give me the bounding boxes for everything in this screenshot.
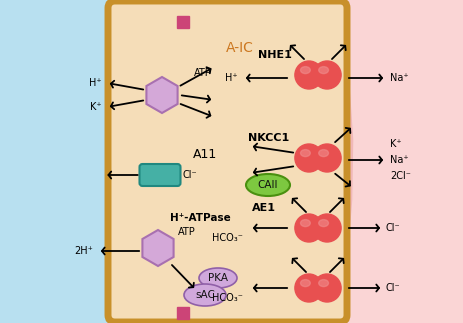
Bar — [177, 16, 189, 28]
FancyBboxPatch shape — [139, 164, 181, 186]
Text: K⁺: K⁺ — [90, 102, 102, 112]
Polygon shape — [320, 0, 463, 323]
Text: HCO₃⁻: HCO₃⁻ — [212, 293, 243, 303]
Text: ATP: ATP — [194, 68, 212, 78]
Text: H⁺: H⁺ — [225, 73, 238, 83]
FancyBboxPatch shape — [108, 1, 347, 322]
Circle shape — [313, 61, 341, 89]
Circle shape — [313, 144, 341, 172]
Text: HCO₃⁻: HCO₃⁻ — [212, 233, 243, 243]
Polygon shape — [143, 230, 174, 266]
Ellipse shape — [319, 150, 329, 157]
Text: ATP: ATP — [178, 227, 196, 237]
Ellipse shape — [246, 174, 290, 196]
Text: Cl⁻: Cl⁻ — [182, 170, 197, 180]
Polygon shape — [338, 0, 463, 323]
Ellipse shape — [319, 67, 329, 74]
Bar — [177, 307, 189, 319]
Ellipse shape — [184, 284, 226, 306]
Ellipse shape — [300, 67, 310, 74]
Text: sAC: sAC — [195, 290, 215, 300]
Text: NKCC1: NKCC1 — [248, 133, 289, 143]
Ellipse shape — [199, 268, 237, 288]
Ellipse shape — [319, 220, 329, 227]
Text: 2H⁺: 2H⁺ — [74, 246, 93, 256]
Text: K⁺: K⁺ — [390, 139, 401, 149]
Text: CAII: CAII — [258, 180, 278, 190]
Ellipse shape — [300, 280, 310, 287]
Text: Cl⁻: Cl⁻ — [386, 223, 400, 233]
Circle shape — [295, 61, 323, 89]
Ellipse shape — [319, 280, 329, 287]
Circle shape — [295, 214, 323, 242]
Polygon shape — [146, 77, 178, 113]
Text: NHE1: NHE1 — [258, 50, 292, 60]
Text: PKA: PKA — [208, 273, 228, 283]
Circle shape — [295, 144, 323, 172]
Circle shape — [295, 274, 323, 302]
Text: Na⁺: Na⁺ — [390, 155, 409, 165]
Text: A-IC: A-IC — [226, 41, 254, 55]
Ellipse shape — [300, 150, 310, 157]
Text: 2Cl⁻: 2Cl⁻ — [390, 171, 411, 181]
Text: H⁺: H⁺ — [89, 78, 102, 88]
Text: Na⁺: Na⁺ — [390, 73, 409, 83]
Text: A11: A11 — [193, 149, 217, 162]
Text: AE1: AE1 — [252, 203, 276, 213]
Text: H⁺-ATPase: H⁺-ATPase — [169, 213, 231, 223]
Ellipse shape — [300, 220, 310, 227]
Circle shape — [313, 274, 341, 302]
Text: Cl⁻: Cl⁻ — [386, 283, 400, 293]
Circle shape — [313, 214, 341, 242]
